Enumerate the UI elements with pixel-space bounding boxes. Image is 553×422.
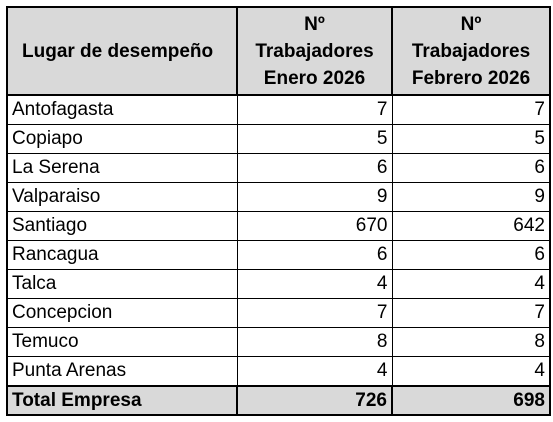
table-row: Punta Arenas 4 4 (6, 356, 551, 387)
table-row: Valparaiso 9 9 (6, 182, 551, 212)
cell-lugar: Santiago (6, 211, 238, 241)
cell-enero: 8 (236, 327, 393, 357)
header-enero-line: Trabajadores (255, 40, 374, 62)
cell-lugar: Temuco (6, 327, 238, 357)
cell-febrero: 8 (391, 327, 551, 357)
cell-enero: 7 (236, 94, 393, 125)
header-febrero: Nº Trabajadores Febrero 2026 (391, 6, 551, 96)
cell-lugar: Rancagua (6, 240, 238, 270)
cell-febrero: 9 (391, 182, 551, 212)
cell-febrero: 5 (391, 124, 551, 154)
cell-lugar: Antofagasta (6, 94, 238, 125)
total-label: Total Empresa (6, 385, 238, 416)
cell-febrero: 4 (391, 356, 551, 387)
header-row: Lugar de desempeño Nº Trabajadores Enero… (6, 6, 551, 96)
table-row: Temuco 8 8 (6, 327, 551, 357)
cell-lugar: Concepcion (6, 298, 238, 328)
cell-febrero: 4 (391, 269, 551, 299)
cell-enero: 7 (236, 298, 393, 328)
cell-febrero: 6 (391, 153, 551, 183)
cell-febrero: 6 (391, 240, 551, 270)
cell-enero: 670 (236, 211, 393, 241)
cell-enero: 4 (236, 269, 393, 299)
table-row: Rancagua 6 6 (6, 240, 551, 270)
workers-table: Lugar de desempeño Nº Trabajadores Enero… (6, 6, 551, 416)
cell-lugar: Valparaiso (6, 182, 238, 212)
header-lugar: Lugar de desempeño (6, 6, 238, 96)
cell-febrero: 7 (391, 298, 551, 328)
table-row: Talca 4 4 (6, 269, 551, 299)
table-row: Concepcion 7 7 (6, 298, 551, 328)
header-enero: Nº Trabajadores Enero 2026 (236, 6, 393, 96)
header-febrero-line: Nº (460, 13, 482, 35)
cell-lugar: Copiapo (6, 124, 238, 154)
header-febrero-line: Trabajadores (411, 40, 531, 62)
cell-febrero: 7 (391, 94, 551, 125)
total-febrero: 698 (391, 385, 551, 416)
header-enero-line: Enero 2026 (263, 67, 366, 89)
table-row: Antofagasta 7 7 (6, 94, 551, 125)
total-enero: 726 (236, 385, 393, 416)
table-row: Santiago 670 642 (6, 211, 551, 241)
total-row: Total Empresa 726 698 (6, 385, 551, 416)
header-febrero-line: Febrero 2026 (411, 67, 531, 89)
cell-enero: 6 (236, 240, 393, 270)
cell-enero: 4 (236, 356, 393, 387)
cell-lugar: Talca (6, 269, 238, 299)
cell-enero: 9 (236, 182, 393, 212)
cell-lugar: La Serena (6, 153, 238, 183)
cell-enero: 6 (236, 153, 393, 183)
cell-lugar: Punta Arenas (6, 356, 238, 387)
header-enero-line: Nº (304, 13, 325, 35)
table-row: Copiapo 5 5 (6, 124, 551, 154)
cell-enero: 5 (236, 124, 393, 154)
cell-febrero: 642 (391, 211, 551, 241)
table-row: La Serena 6 6 (6, 153, 551, 183)
